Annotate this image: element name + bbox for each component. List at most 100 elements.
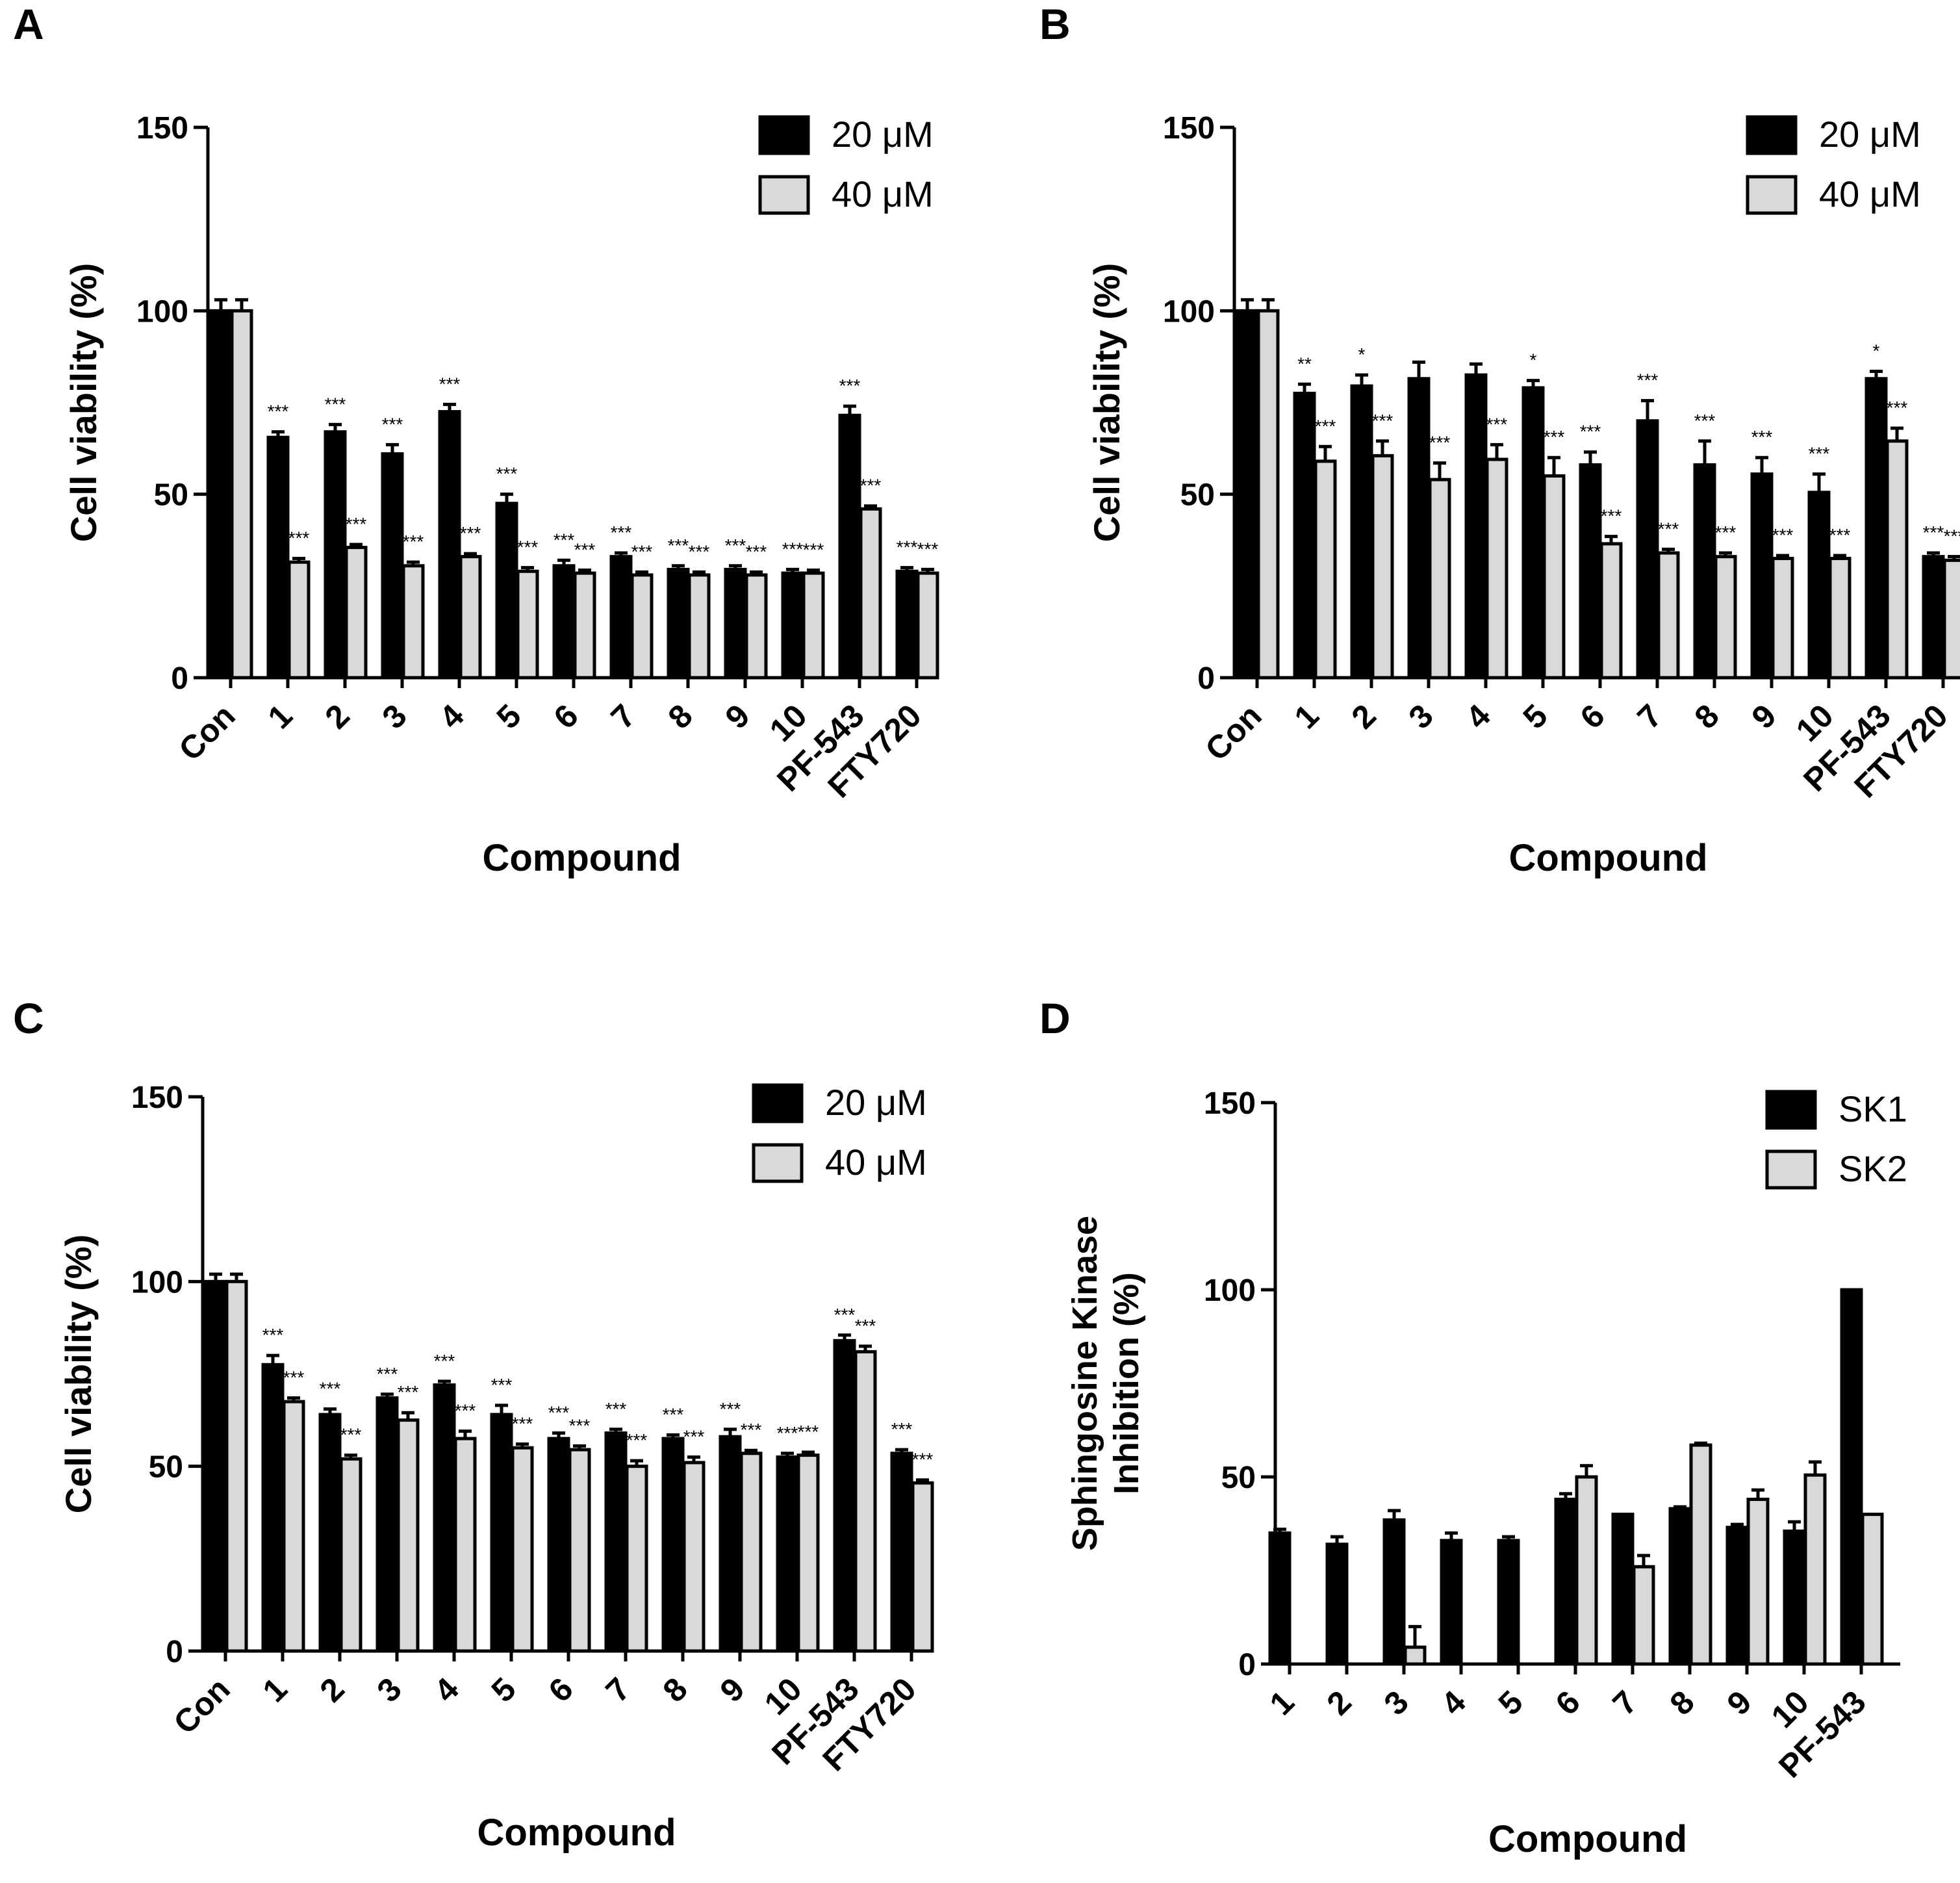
- significance-marker: ***: [798, 1422, 819, 1442]
- y-axis-label: Cell viability (%): [63, 263, 104, 542]
- bar-series1: [1293, 391, 1316, 680]
- significance-marker: ***: [803, 540, 824, 560]
- bar-series1: [324, 430, 347, 680]
- x-tick-label: 3: [370, 1671, 409, 1709]
- bar-series1: [552, 564, 576, 680]
- panel-label: D: [1039, 994, 1071, 1042]
- x-tick-label: 6: [1549, 1684, 1587, 1722]
- bar-series1: [1693, 463, 1716, 680]
- x-tick-label: 5: [1516, 697, 1555, 736]
- y-axis-label: Cell viability (%): [1086, 263, 1127, 542]
- bar-series2: [1314, 459, 1337, 680]
- significance-marker: ***: [917, 539, 939, 559]
- significance-marker: ***: [1637, 370, 1659, 391]
- x-tick-label: 4: [427, 1671, 466, 1709]
- significance-marker: ***: [262, 1325, 284, 1345]
- x-tick-label: 9: [1720, 1684, 1759, 1722]
- bar-series1: [495, 502, 518, 680]
- significance-marker: ***: [1772, 525, 1794, 545]
- bar-series1: [433, 1383, 456, 1653]
- significance-marker: ***: [548, 1402, 570, 1422]
- significance-marker: ***: [897, 537, 918, 557]
- significance-marker: ***: [631, 541, 653, 561]
- x-tick-label: 2: [1345, 697, 1383, 736]
- legend-swatch-2: [758, 175, 810, 215]
- significance-marker: ***: [626, 1430, 648, 1450]
- x-tick-label: 4: [1434, 1684, 1473, 1722]
- legend-label: SK1: [1839, 1088, 1907, 1129]
- bar-series2: [453, 1437, 477, 1653]
- significance-marker: ***: [554, 530, 575, 550]
- panel-D: D 0 50 100 150 Sphingosine KinaseInhibition (…: [1039, 994, 1907, 1860]
- y-tick-label: 0: [171, 661, 188, 696]
- x-tick-label: 6: [542, 1671, 580, 1709]
- x-tick-label: 2: [1320, 1684, 1358, 1722]
- y-tick-label: 50: [154, 478, 188, 513]
- x-axis-label: Compound: [1488, 1818, 1687, 1860]
- bar-series1: [1382, 1518, 1406, 1666]
- bar-series2: [1599, 542, 1623, 680]
- significance-marker: ***: [720, 1399, 741, 1419]
- bar-series1: [1325, 1543, 1349, 1666]
- x-tick-label: 9: [719, 697, 757, 736]
- bar-series1: [776, 1455, 799, 1653]
- significance-marker: ***: [455, 1401, 476, 1421]
- significance-marker: ***: [574, 540, 596, 560]
- bar-series2: [687, 573, 711, 680]
- bar-series1: [1268, 1531, 1292, 1666]
- y-axis-label: Cell viability (%): [58, 1235, 99, 1513]
- bar-series1: [1725, 1526, 1749, 1666]
- bar-series2: [1828, 556, 1852, 680]
- x-axis-label: Compound: [482, 837, 681, 879]
- significance-marker: ***: [491, 1375, 513, 1395]
- bar-series1: [1440, 1539, 1463, 1666]
- bar-series1: [833, 1339, 856, 1653]
- bar-series1: [266, 435, 290, 680]
- bar-series1: [261, 1363, 285, 1653]
- x-tick-label: 3: [1377, 1684, 1416, 1722]
- bar-series2: [339, 1457, 363, 1653]
- y-tick-label: 50: [1221, 1461, 1256, 1495]
- bar-series1: [1464, 373, 1488, 680]
- significance-marker: ***: [1944, 526, 1960, 546]
- bar-series2: [796, 1454, 820, 1653]
- y-tick-label: 50: [149, 1450, 183, 1485]
- bar-series1: [1668, 1507, 1692, 1666]
- significance-marker: **: [1297, 353, 1312, 374]
- panel-C: C 0 50 100 150 Cell viability (%) Compound Con *…: [13, 994, 934, 1854]
- bar-series1: [1236, 309, 1259, 680]
- significance-marker: ***: [725, 535, 746, 556]
- bar-series2: [854, 1350, 877, 1653]
- bar-series1: [667, 567, 690, 680]
- bar-series1: [1750, 472, 1774, 680]
- bar-series1: [1865, 377, 1888, 680]
- y-tick-label: 150: [1163, 111, 1215, 146]
- bar-series1: [1554, 1498, 1577, 1666]
- panel-label: C: [13, 994, 44, 1042]
- x-tick-label: 8: [1688, 697, 1726, 736]
- x-tick-label: 8: [1663, 1684, 1701, 1722]
- bar-series2: [1746, 1498, 1770, 1666]
- bar-series2: [859, 507, 882, 680]
- legend: 20 μM 40 μM: [1746, 114, 1921, 215]
- x-tick-label: 6: [1573, 697, 1612, 736]
- y-axis-label-line: Sphingosine Kinase: [1065, 1216, 1104, 1551]
- legend-label: 40 μM: [825, 1142, 927, 1183]
- significance-marker: ***: [891, 1419, 913, 1439]
- bar-series2: [1689, 1443, 1712, 1666]
- x-tick-label: Con: [166, 1671, 236, 1741]
- bar-series1: [1350, 384, 1373, 680]
- significance-marker: ***: [683, 1426, 705, 1446]
- bar-series2: [1256, 309, 1280, 680]
- significance-marker: ***: [320, 1379, 341, 1399]
- significance-marker: ***: [377, 1364, 398, 1384]
- x-tick-label: 2: [313, 1671, 351, 1709]
- y-tick-label: 100: [1163, 294, 1215, 329]
- bar-series1: [895, 569, 919, 680]
- x-tick-label: 3: [1402, 697, 1440, 736]
- bar-series2: [802, 571, 825, 680]
- bar-series2: [625, 1465, 648, 1653]
- bar-series2: [745, 573, 768, 680]
- bar-series2: [225, 1279, 248, 1653]
- bar-series2: [516, 569, 539, 680]
